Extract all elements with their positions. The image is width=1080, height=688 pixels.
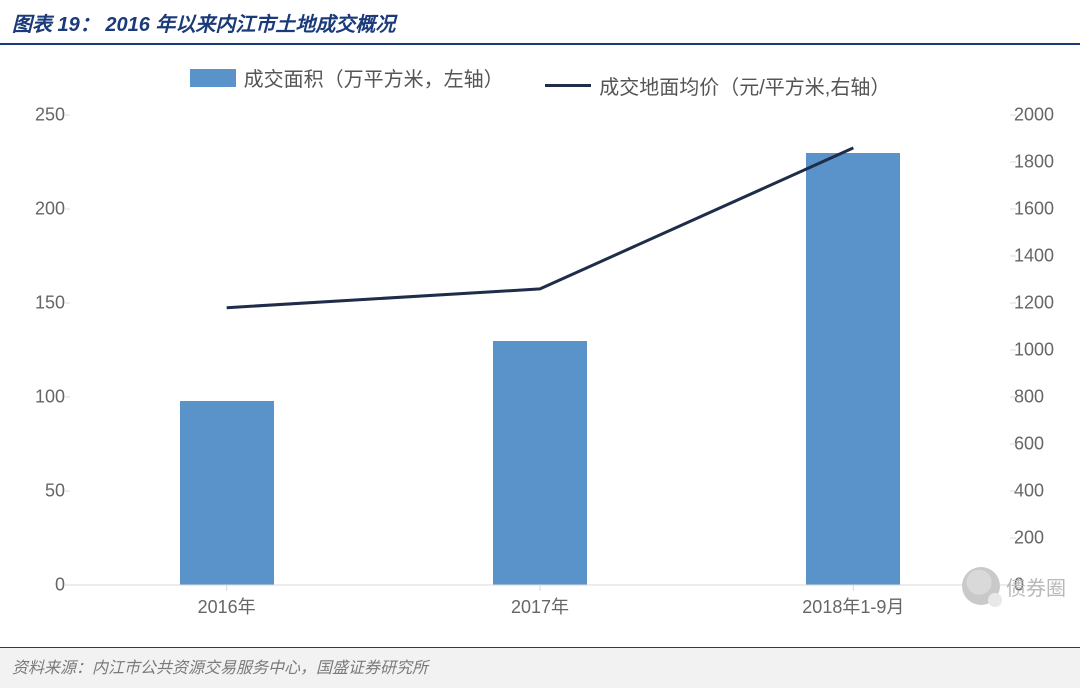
- x-axis-labels: 2016年 2017年 2018年1-9月: [70, 593, 1010, 623]
- y-left-tick: 100: [0, 387, 65, 408]
- legend-bar-label: 成交面积（万平方米，左轴）: [244, 63, 504, 92]
- watermark: 债券圈: [962, 567, 1066, 605]
- y-right-tick: 600: [1014, 434, 1074, 455]
- y-left-tick: 200: [0, 199, 65, 220]
- legend-swatch-bar: [190, 69, 236, 87]
- legend-item-bar: 成交面积（万平方米，左轴）: [190, 63, 504, 92]
- y-right-tick: 1600: [1014, 199, 1074, 220]
- y-left-axis-labels: 050100150200250: [0, 115, 65, 585]
- y-left-tick: 0: [0, 575, 65, 596]
- source-bar: 资料来源：内江市公共资源交易服务中心，国盛证券研究所: [0, 647, 1080, 688]
- x-tick: 2017年: [511, 593, 569, 619]
- chart-title-bar: 图表 19： 2016 年以来内江市土地成交概况: [0, 0, 1080, 45]
- chart-title: 图表 19： 2016 年以来内江市土地成交概况: [12, 14, 395, 36]
- legend-item-line: 成交地面均价（元/平方米,右轴）: [545, 71, 890, 100]
- source-text: 资料来源：内江市公共资源交易服务中心，国盛证券研究所: [12, 660, 428, 677]
- x-tick: 2016年: [198, 593, 256, 619]
- line-series: [227, 148, 854, 308]
- y-left-tick: 250: [0, 105, 65, 126]
- legend-swatch-line: [545, 84, 591, 87]
- y-right-tick: 400: [1014, 481, 1074, 502]
- y-right-tick: 1800: [1014, 152, 1074, 173]
- y-right-tick: 1400: [1014, 246, 1074, 267]
- legend-line-label: 成交地面均价（元/平方米,右轴）: [599, 71, 890, 100]
- chart-area: 成交面积（万平方米，左轴） 成交地面均价（元/平方米,右轴） 0 50 100 150…: [0, 45, 1080, 645]
- watermark-text: 债券圈: [1006, 572, 1066, 601]
- wechat-icon: [962, 567, 1000, 605]
- y-right-tick: 1000: [1014, 340, 1074, 361]
- y-right-tick: 1200: [1014, 293, 1074, 314]
- x-tick: 2018年1-9月: [802, 593, 904, 619]
- plot-svg: [70, 115, 1010, 595]
- y-right-tick: 2000: [1014, 105, 1074, 126]
- y-right-tick: 800: [1014, 387, 1074, 408]
- y-left-tick: 150: [0, 293, 65, 314]
- y-right-axis-labels: 0200400600800100012001400160018002000: [1014, 115, 1074, 585]
- plot-region: [70, 115, 1010, 585]
- legend: 成交面积（万平方米，左轴） 成交地面均价（元/平方米,右轴）: [0, 63, 1080, 100]
- y-left-tick: 50: [0, 481, 65, 502]
- y-right-tick: 200: [1014, 528, 1074, 549]
